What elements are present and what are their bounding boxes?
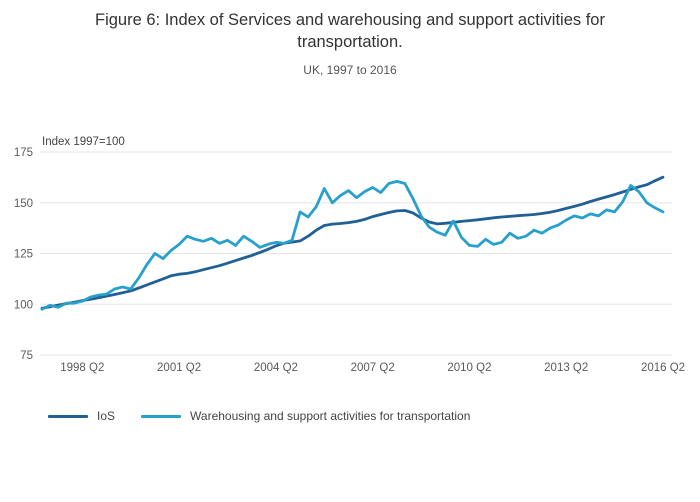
y-axis-label: Index 1997=100 — [42, 136, 125, 148]
x-tick-label: 2016 Q2 — [641, 362, 685, 374]
legend-swatch-ios — [48, 414, 88, 418]
x-tick-label: 2010 Q2 — [447, 362, 491, 374]
x-tick-label: 2001 Q2 — [157, 362, 201, 374]
x-tick-label: 1998 Q2 — [60, 362, 104, 374]
y-tick-label: 100 — [14, 299, 33, 311]
legend-swatch-warehousing — [141, 414, 182, 418]
y-tick-label: 175 — [14, 147, 33, 159]
chart-header: Figure 6: Index of Services and warehous… — [0, 9, 700, 77]
x-tick-label: 2004 Q2 — [254, 362, 298, 374]
series-line-1 — [40, 179, 665, 311]
y-tick-label: 125 — [14, 249, 33, 261]
y-tick-label: 75 — [20, 350, 33, 362]
y-tick-label: 150 — [14, 198, 33, 210]
figure-subtitle: UK, 1997 to 2016 — [303, 62, 397, 77]
legend-label-ios: IoS — [97, 409, 116, 423]
series-line-0 — [40, 175, 665, 310]
figure-title: Figure 6: Index of Services and warehous… — [95, 11, 605, 52]
chart-legend: IoS Warehousing and support activities f… — [48, 409, 470, 423]
x-tick-label: 2013 Q2 — [544, 362, 588, 374]
x-tick-label: 2007 Q2 — [351, 362, 395, 374]
legend-item-warehousing[interactable]: Warehousing and support activities for t… — [141, 409, 470, 423]
legend-item-ios[interactable]: IoS — [48, 409, 115, 423]
legend-label-warehousing: Warehousing and support activities for t… — [190, 409, 471, 423]
